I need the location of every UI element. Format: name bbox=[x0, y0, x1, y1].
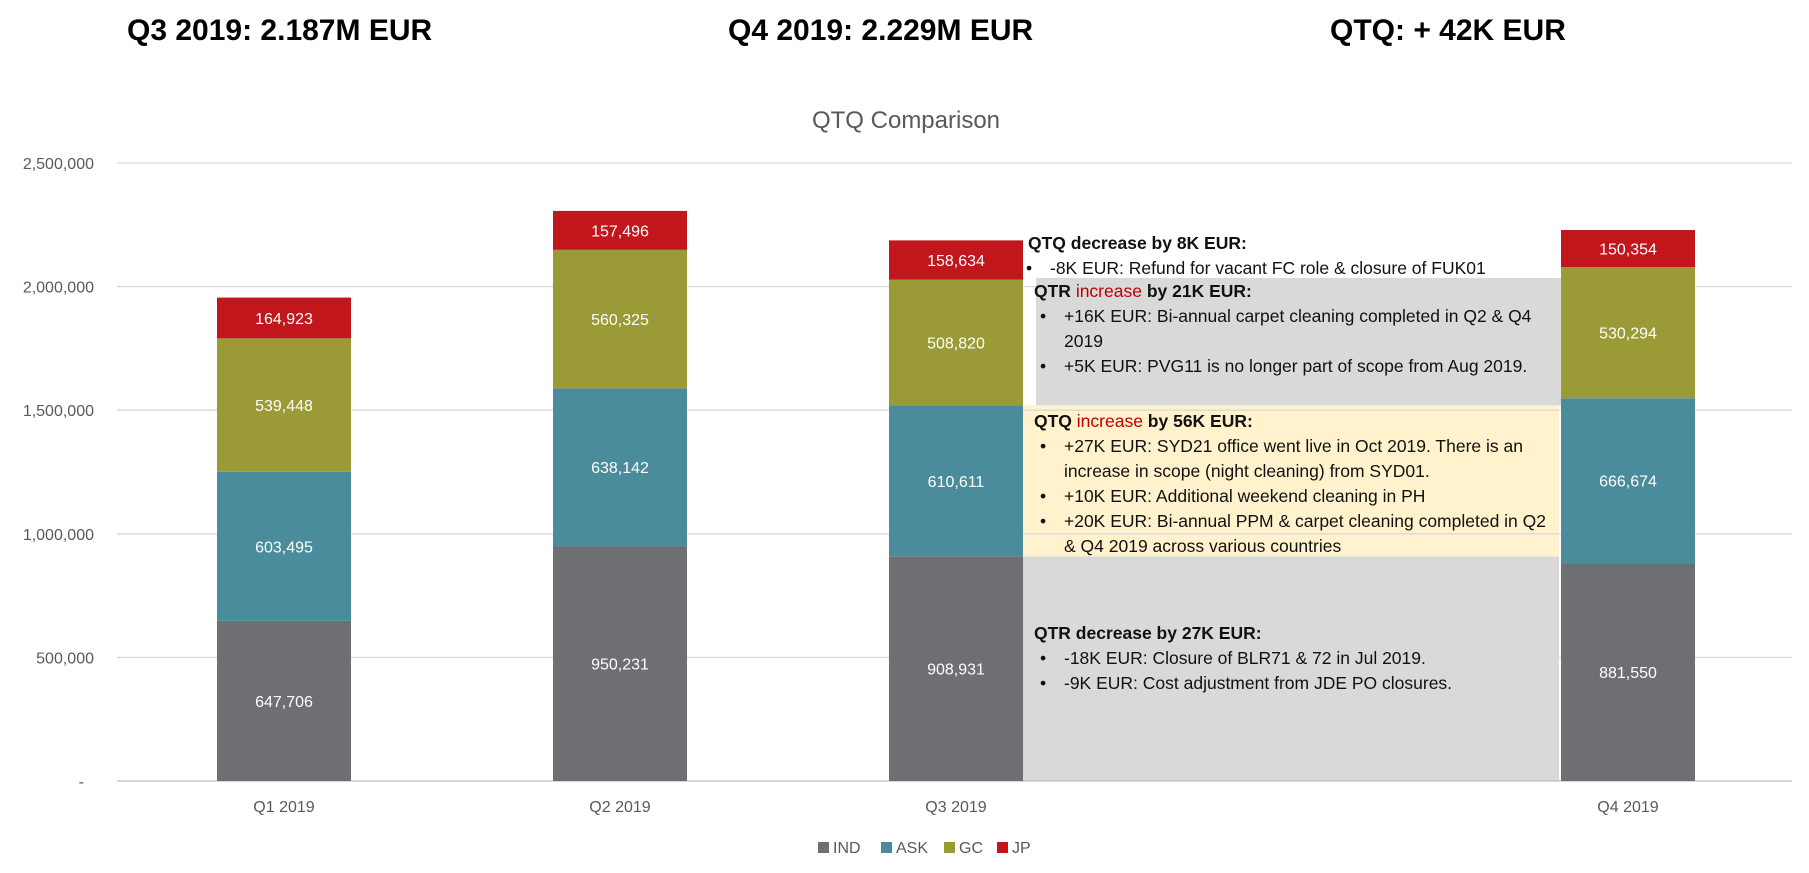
legend-label: IND bbox=[833, 840, 861, 857]
list-item: +16K EUR: Bi-annual carpet cleaning comp… bbox=[1034, 304, 1554, 354]
list-item: -18K EUR: Closure of BLR71 & 72 in Jul 2… bbox=[1034, 646, 1554, 671]
data-label: 150,354 bbox=[1599, 242, 1657, 259]
bar-jp bbox=[553, 210, 687, 250]
bar-ask bbox=[1561, 398, 1695, 564]
list-item: +27K EUR: SYD21 office went live in Oct … bbox=[1034, 434, 1554, 484]
qtq-change-kpi: QTQ: + 42K EUR bbox=[1330, 14, 1566, 47]
annotation-jp: QTQ decrease by 8K EUR: -8K EUR: Refund … bbox=[1026, 231, 1486, 281]
data-label: 157,496 bbox=[591, 223, 649, 240]
bar-ask bbox=[553, 388, 687, 547]
bar-gc bbox=[217, 338, 351, 472]
annotation-ind: QTR decrease by 27K EUR: -18K EUR: Closu… bbox=[1034, 621, 1554, 696]
annotation-ask-heading-pre: QTQ bbox=[1034, 411, 1077, 431]
bar-gc bbox=[889, 279, 1023, 406]
x-tick-label: Q4 2019 bbox=[1597, 799, 1658, 816]
annotation-gc: QTR increase by 21K EUR: +16K EUR: Bi-an… bbox=[1034, 279, 1554, 379]
x-tick-label: Q2 2019 bbox=[589, 799, 650, 816]
y-tick-label: - bbox=[79, 774, 84, 791]
y-tick-label: 500,000 bbox=[36, 650, 94, 667]
bar-jp bbox=[217, 297, 351, 339]
x-axis: Q1 2019 Q2 2019 Q3 2019 Q4 2019 bbox=[253, 799, 1658, 816]
bar-ind bbox=[889, 556, 1023, 781]
y-tick-label: 1,500,000 bbox=[23, 403, 94, 420]
data-label: 530,294 bbox=[1599, 326, 1657, 343]
list-item: +5K EUR: PVG11 is no longer part of scop… bbox=[1034, 354, 1554, 379]
bar-ind bbox=[1561, 563, 1695, 781]
q3-total-kpi: Q3 2019: 2.187M EUR bbox=[127, 14, 433, 47]
data-label: 908,931 bbox=[927, 662, 985, 679]
data-label: 610,611 bbox=[928, 474, 985, 491]
legend: IND ASK GC JP bbox=[818, 840, 1031, 857]
annotation-gc-heading-emphasis: increase bbox=[1075, 281, 1142, 301]
data-label: 158,634 bbox=[927, 253, 985, 270]
annotation-ask-list: +27K EUR: SYD21 office went live in Oct … bbox=[1034, 434, 1554, 559]
legend-swatch-jp bbox=[997, 842, 1008, 853]
bar-ind bbox=[217, 620, 351, 781]
data-label: 647,706 bbox=[255, 694, 313, 711]
annotation-ask-heading: QTQ increase by 56K EUR: bbox=[1034, 411, 1253, 431]
legend-swatch-gc bbox=[944, 842, 955, 853]
y-tick-label: 1,000,000 bbox=[23, 527, 94, 544]
annotation-gc-heading: QTR increase by 21K EUR: bbox=[1034, 281, 1252, 301]
data-label: 881,550 bbox=[1599, 665, 1657, 682]
list-item: +20K EUR: Bi-annual PPM & carpet cleanin… bbox=[1034, 509, 1554, 559]
bar-ask bbox=[217, 471, 351, 621]
legend-label: ASK bbox=[896, 840, 928, 857]
data-label: 560,325 bbox=[591, 312, 649, 329]
list-item: -9K EUR: Cost adjustment from JDE PO clo… bbox=[1034, 671, 1554, 696]
annotation-gc-list: +16K EUR: Bi-annual carpet cleaning comp… bbox=[1034, 304, 1554, 379]
bar-jp bbox=[889, 240, 1023, 280]
list-item: +10K EUR: Additional weekend cleaning in… bbox=[1034, 484, 1554, 509]
annotation-ind-heading-text: QTR decrease by 27K EUR bbox=[1034, 623, 1256, 643]
data-label: 603,495 bbox=[255, 539, 313, 556]
bar-jp bbox=[1561, 230, 1695, 268]
list-item: -8K EUR: Refund for vacant FC role & clo… bbox=[1020, 256, 1486, 281]
annotation-jp-list: -8K EUR: Refund for vacant FC role & clo… bbox=[1020, 256, 1486, 281]
chart-title: QTQ Comparison bbox=[812, 107, 1000, 134]
annotation-ind-list: -18K EUR: Closure of BLR71 & 72 in Jul 2… bbox=[1034, 646, 1554, 696]
q4-total-kpi: Q4 2019: 2.229M EUR bbox=[728, 14, 1034, 47]
data-label: 638,142 bbox=[591, 460, 649, 477]
bar-ask bbox=[889, 405, 1023, 557]
data-label: 950,231 bbox=[591, 657, 649, 674]
y-tick-label: 2,500,000 bbox=[23, 156, 94, 173]
annotation-gc-heading-pre: QTR bbox=[1034, 281, 1076, 301]
bar-gc bbox=[1561, 267, 1695, 399]
legend-swatch-ind bbox=[818, 842, 829, 853]
annotation-jp-heading: QTQ decrease by 8K EUR: bbox=[1028, 233, 1247, 253]
x-tick-label: Q1 2019 bbox=[253, 799, 314, 816]
data-label: 164,923 bbox=[255, 311, 313, 328]
annotation-ask-heading-post: by 56K EUR bbox=[1142, 411, 1247, 431]
data-label: 666,674 bbox=[1599, 474, 1657, 491]
annotation-ask-heading-emphasis: increase bbox=[1076, 411, 1143, 431]
bar-gc bbox=[553, 249, 687, 389]
annotation-ask: QTQ increase by 56K EUR: +27K EUR: SYD21… bbox=[1034, 409, 1554, 559]
annotation-ind-heading: QTR decrease by 27K EUR: bbox=[1034, 623, 1262, 643]
legend-swatch-ask bbox=[881, 842, 892, 853]
y-tick-label: 2,000,000 bbox=[23, 280, 94, 297]
y-axis: - 500,000 1,000,000 1,500,000 2,000,000 2,500… bbox=[23, 156, 94, 791]
legend-label: JP bbox=[1012, 840, 1031, 857]
bar-ind bbox=[553, 546, 687, 781]
annotation-jp-heading-text: QTQ decrease by 8K EUR bbox=[1028, 233, 1241, 253]
legend-label: GC bbox=[959, 840, 983, 857]
bars: 647,706 603,495 539,448 164,923 950,231 638,1… bbox=[217, 210, 1695, 781]
annotation-gc-heading-post: by 21K EUR bbox=[1141, 281, 1247, 301]
data-label: 539,448 bbox=[255, 398, 313, 415]
data-label: 508,820 bbox=[927, 335, 985, 352]
x-tick-label: Q3 2019 bbox=[925, 799, 986, 816]
